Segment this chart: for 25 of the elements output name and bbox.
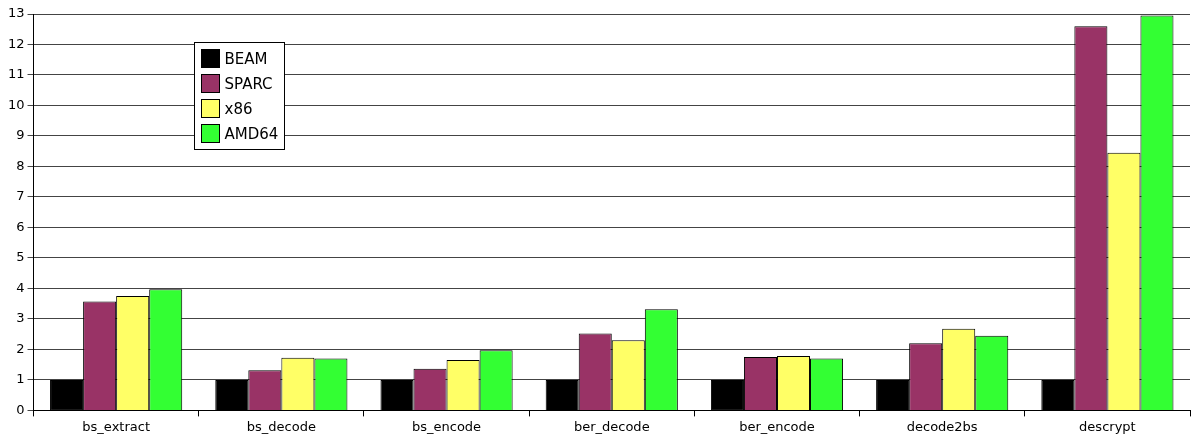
x-tick-label: descrypt (1079, 418, 1136, 434)
y-tick-label: 0 (16, 401, 25, 417)
y-tick-label: 6 (16, 218, 25, 234)
y-tick-label: 4 (16, 279, 25, 295)
y-tick-label: 3 (16, 310, 25, 326)
y-tick-label: 7 (16, 188, 25, 204)
y-tick-label: 9 (16, 127, 25, 143)
legend-label: x86 (224, 99, 253, 118)
x-tick-label: bs_extract (82, 418, 150, 434)
legend-label: AMD64 (224, 124, 279, 143)
x-tick-label: bs_encode (412, 418, 482, 434)
y-tick-label: 8 (16, 157, 25, 173)
y-tick-label: 12 (8, 35, 25, 51)
y-tick-label: 2 (16, 340, 25, 356)
legend-label: BEAM (224, 49, 268, 68)
y-tick-label: 1 (16, 371, 25, 387)
legend-label: SPARC (224, 74, 273, 93)
y-tick-label: 5 (16, 249, 25, 265)
y-tick-label: 11 (8, 66, 25, 82)
y-tick-label: 10 (8, 96, 25, 112)
x-tick-label: bs_decode (246, 418, 316, 434)
y-tick-label: 13 (8, 5, 25, 21)
x-tick-label: ber_encode (739, 418, 815, 434)
x-tick-label: ber_decode (573, 418, 650, 434)
x-tick-label: decode2bs (906, 418, 978, 434)
